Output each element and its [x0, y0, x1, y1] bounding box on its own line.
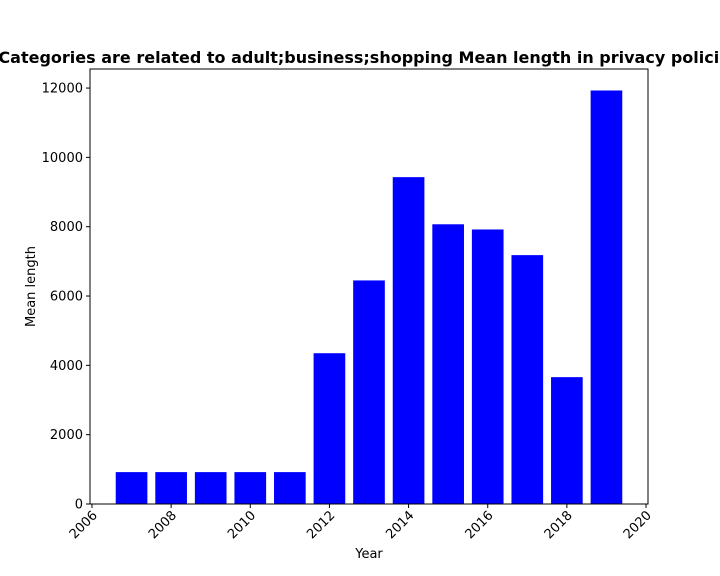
bar-2018 [551, 377, 583, 504]
y-axis-label: Mean length [24, 246, 39, 327]
bar-2019 [590, 90, 623, 505]
bars [115, 90, 623, 505]
y-tick-label: 4000 [50, 359, 83, 374]
bar-2008 [155, 472, 187, 504]
y-tick-label: 12000 [42, 82, 83, 97]
y-tick-label: 8000 [50, 220, 83, 235]
bar-2009 [194, 472, 227, 504]
x-axis-label: Year [354, 547, 383, 562]
bar-2010 [234, 472, 267, 504]
y-axis-ticks: 0 2000 4000 6000 8000 10000 12000 [42, 82, 90, 513]
y-tick-label: 2000 [50, 428, 83, 443]
bar-2013 [353, 280, 385, 504]
y-tick-label: 10000 [42, 151, 83, 166]
y-tick-label: 6000 [50, 290, 83, 305]
y-tick-label: 0 [75, 498, 83, 513]
chart-title: Categories are related to adult;business… [0, 48, 720, 67]
bar-2007 [115, 472, 148, 504]
bar-2016 [471, 229, 504, 505]
bar-2017 [511, 255, 544, 504]
bar-2011 [274, 472, 306, 504]
bar-2015 [432, 224, 464, 504]
bar-2014 [392, 177, 425, 504]
plot-area-frame [89, 68, 649, 505]
bar-2012 [313, 353, 346, 504]
